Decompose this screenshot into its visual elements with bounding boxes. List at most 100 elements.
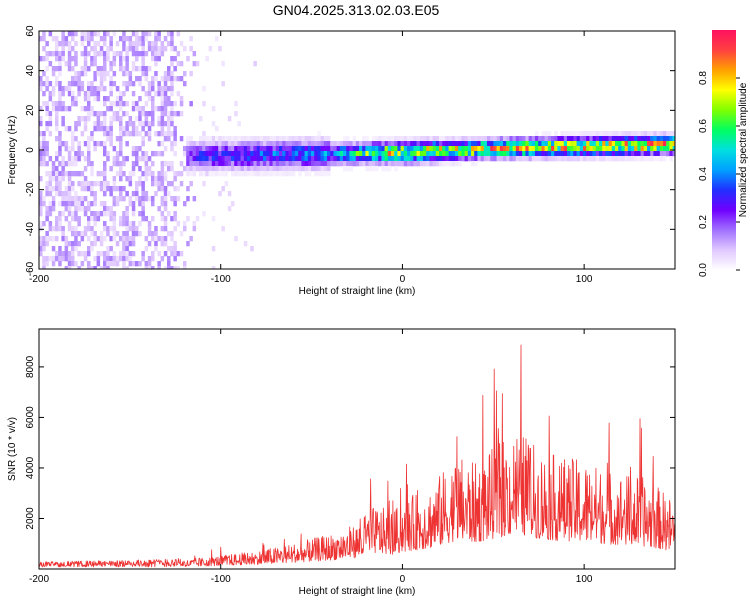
spectrogram-cell <box>51 186 56 192</box>
spectrogram-cell <box>199 136 203 142</box>
spectrogram-cell <box>231 171 235 177</box>
spectrogram-cell <box>39 196 43 202</box>
spectrogram-cell <box>483 151 488 157</box>
spectrogram-cell <box>90 31 94 37</box>
spectrogram-cell <box>173 186 177 192</box>
spectrogram-cell <box>535 151 539 157</box>
spectrogram-cell <box>471 146 475 152</box>
spectrogram-cell <box>58 131 62 137</box>
spectrogram-cell <box>103 161 107 167</box>
spectrogram-cell <box>167 96 171 102</box>
spectrogram-cell <box>493 141 497 147</box>
spectrogram-cell <box>103 61 107 67</box>
spectrogram-cell <box>128 196 133 202</box>
spectrogram-cell <box>231 141 235 147</box>
spectrogram-cell <box>144 191 149 197</box>
spectrogram-cell <box>128 71 133 77</box>
spectrogram-cell <box>343 156 347 162</box>
spectrogram-cell <box>61 211 65 217</box>
spectrogram-cell <box>58 246 62 252</box>
spectrogram-cell <box>160 41 165 47</box>
spectrogram-cell <box>67 226 72 232</box>
spectrogram-cell <box>154 31 158 37</box>
spectrogram-cell <box>48 156 53 162</box>
spectrogram-cell <box>147 131 152 137</box>
spectrogram-cell <box>138 201 142 207</box>
spectrogram-cell <box>480 136 485 142</box>
spectrogram-cell <box>115 196 120 202</box>
spectrogram-cell <box>74 51 78 57</box>
spectrogram-cell <box>343 146 347 152</box>
spectrogram-cell <box>512 141 517 147</box>
spectrogram-cell <box>279 151 283 157</box>
spectrogram-cell <box>147 266 152 269</box>
spectrogram-cell <box>336 146 341 152</box>
spectrogram-cell <box>634 136 638 142</box>
spectrogram-cell <box>109 216 113 222</box>
spectrogram-cell <box>144 156 149 162</box>
spectrogram-cell <box>656 136 661 142</box>
spectrogram-cell <box>336 161 341 167</box>
spectrogram-cell <box>515 141 520 147</box>
spectrogram-cell <box>115 41 120 47</box>
spectrogram-cell <box>323 156 328 162</box>
spectrogram-cell <box>579 156 584 162</box>
spectrogram-cell <box>93 236 97 242</box>
spectrogram-cell <box>189 146 193 152</box>
spectrogram-cell <box>45 76 49 82</box>
spectrogram-cell <box>167 71 171 77</box>
spectrogram-cell <box>195 166 200 172</box>
spectrogram-cell <box>138 66 142 72</box>
spectrogram-cell <box>355 156 360 162</box>
spectrogram-cell <box>295 136 299 142</box>
spectrogram-cell <box>285 156 289 162</box>
spectrogram-cell <box>99 236 104 242</box>
spectrogram-cell <box>672 136 675 142</box>
spectrogram-cell <box>122 131 126 137</box>
spectrogram-cell <box>304 156 309 162</box>
spectrogram-cell <box>496 156 501 162</box>
spectrogram-cell <box>288 166 293 172</box>
spectrogram-cell <box>243 241 248 247</box>
spectrogram-cell <box>455 161 459 167</box>
spectrogram-cell <box>80 236 85 242</box>
spectrogram-cell <box>128 251 133 257</box>
spectrogram-cell <box>282 146 286 152</box>
spectrogram-cell <box>301 151 305 157</box>
spectrogram-cell <box>288 171 293 177</box>
spectrogram-cell <box>576 146 581 152</box>
spectrogram-cell <box>109 36 113 42</box>
spectrogram-cell <box>109 191 113 197</box>
spectrogram-cell <box>266 166 270 172</box>
spectrogram-ytick-label: 60 <box>25 25 36 37</box>
spectrogram-cell <box>74 126 78 132</box>
spectrogram-cell <box>407 156 411 162</box>
spectrogram-cell <box>611 151 616 157</box>
spectrogram-cell <box>471 136 475 142</box>
spectrogram-cell <box>154 76 158 82</box>
spectrogram-cell <box>74 156 78 162</box>
spectrogram-cell <box>157 171 161 177</box>
spectrogram-cell <box>416 156 421 162</box>
spectrogram-cell <box>442 151 446 157</box>
spectrogram-cell <box>320 156 325 162</box>
spectrogram-cell <box>119 146 123 152</box>
spectrogram-cell <box>554 136 558 142</box>
spectrogram-cell <box>51 176 56 182</box>
spectrogram-cell <box>413 151 417 157</box>
spectrogram-cell <box>218 151 222 157</box>
spectrogram-cell <box>211 266 216 269</box>
spectrogram-cell <box>131 41 136 47</box>
spectrogram-cell <box>560 131 565 137</box>
spectrogram-cell <box>154 191 158 197</box>
spectrogram-cell <box>560 151 565 157</box>
spectrogram-cell <box>154 176 158 182</box>
spectrogram-cell <box>151 111 155 117</box>
spectrogram-cell <box>64 206 69 212</box>
spectrogram-cell <box>311 136 315 142</box>
spectrogram-cell <box>96 121 101 127</box>
spectrogram-cell <box>147 196 152 202</box>
spectrogram-cell <box>51 236 56 242</box>
spectrogram-cell <box>573 131 577 137</box>
spectrogram-cell <box>173 246 177 252</box>
